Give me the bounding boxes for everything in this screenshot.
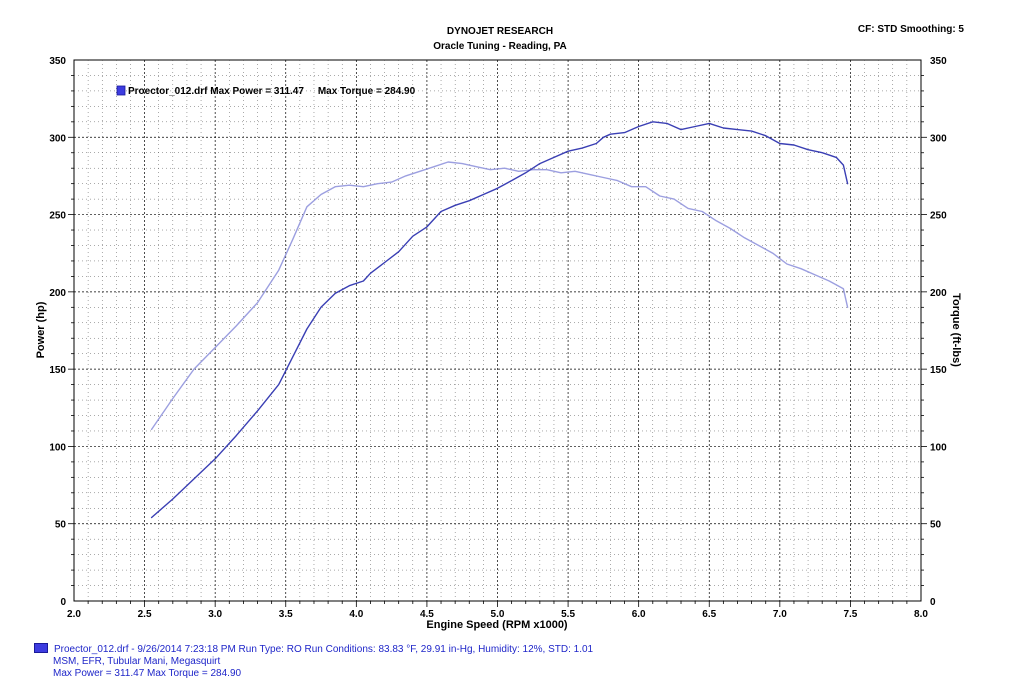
y-tick-label: 200 <box>49 288 66 299</box>
torque-curve <box>150 161 849 431</box>
footer-line-2: MSM, EFR, Tubular Mani, Megasquirt <box>53 656 221 667</box>
y-tick-label: 100 <box>49 442 66 453</box>
y-tick-label: 0 <box>60 597 66 608</box>
y-tick-label: 250 <box>49 211 66 222</box>
footer-swatch <box>34 643 48 653</box>
x-tick-label: 4.5 <box>420 609 434 620</box>
chart-title: DYNOJET RESEARCH <box>446 26 554 37</box>
y-axis-label: Power (hp) <box>35 301 47 358</box>
footer-line-3: Max Power = 311.47 Max Torque = 284.90 <box>53 668 242 679</box>
x-tick-label: 2.5 <box>138 609 152 620</box>
x-tick-label: 7.0 <box>773 609 787 620</box>
x-tick-label: 7.5 <box>843 609 857 620</box>
y-tick-label: 300 <box>49 133 66 144</box>
legend-swatch <box>116 85 126 96</box>
x-axis-label: Engine Speed (RPM x1000) <box>426 619 568 631</box>
x-tick-label: 5.0 <box>491 609 505 620</box>
y2-tick-label: 50 <box>930 520 942 531</box>
y2-tick-label: 250 <box>930 211 947 222</box>
series-layer <box>150 121 849 519</box>
y2-tick-label: 200 <box>930 288 947 299</box>
y2-tick-label: 0 <box>930 597 936 608</box>
chart-subtitle: Oracle Tuning - Reading, PA <box>433 41 567 52</box>
y2-tick-label: 300 <box>930 133 947 144</box>
power-curve <box>150 121 849 519</box>
y2-tick-label: 350 <box>930 56 947 67</box>
x-tick-label: 8.0 <box>914 609 928 620</box>
cf-smoothing-label: CF: STD Smoothing: 5 <box>857 24 964 35</box>
grid-lines <box>74 60 921 601</box>
y-tick-label: 350 <box>49 56 66 67</box>
run-info-footer: Proector_012.drf - 9/26/2014 7:23:18 PM … <box>34 643 593 680</box>
x-tick-label: 3.5 <box>279 609 293 620</box>
x-tick-label: 2.0 <box>67 609 81 620</box>
x-tick-label: 6.0 <box>632 609 646 620</box>
legend: Proector_012.drf Max Power = 311.47 Max … <box>116 85 416 97</box>
y-tick-label: 150 <box>49 365 66 376</box>
x-tick-label: 6.5 <box>702 609 716 620</box>
legend-text: Proector_012.drf Max Power = 311.47 Max … <box>128 86 416 97</box>
y-tick-label: 50 <box>55 520 67 531</box>
footer-line-1: Proector_012.drf - 9/26/2014 7:23:18 PM … <box>54 644 594 655</box>
y2-axis-label: Torque (ft-lbs) <box>950 293 962 367</box>
axis-ticks: 2.0 2.5 3.0 3.5 4.0 4.5 5.0 5.5 6.0 6.5 7.0 7.5 8.00… <box>49 56 947 620</box>
x-tick-label: 4.0 <box>349 609 363 620</box>
y2-tick-label: 100 <box>930 442 947 453</box>
x-tick-label: 5.5 <box>561 609 575 620</box>
x-tick-label: 3.0 <box>208 609 222 620</box>
y2-tick-label: 150 <box>930 365 947 376</box>
